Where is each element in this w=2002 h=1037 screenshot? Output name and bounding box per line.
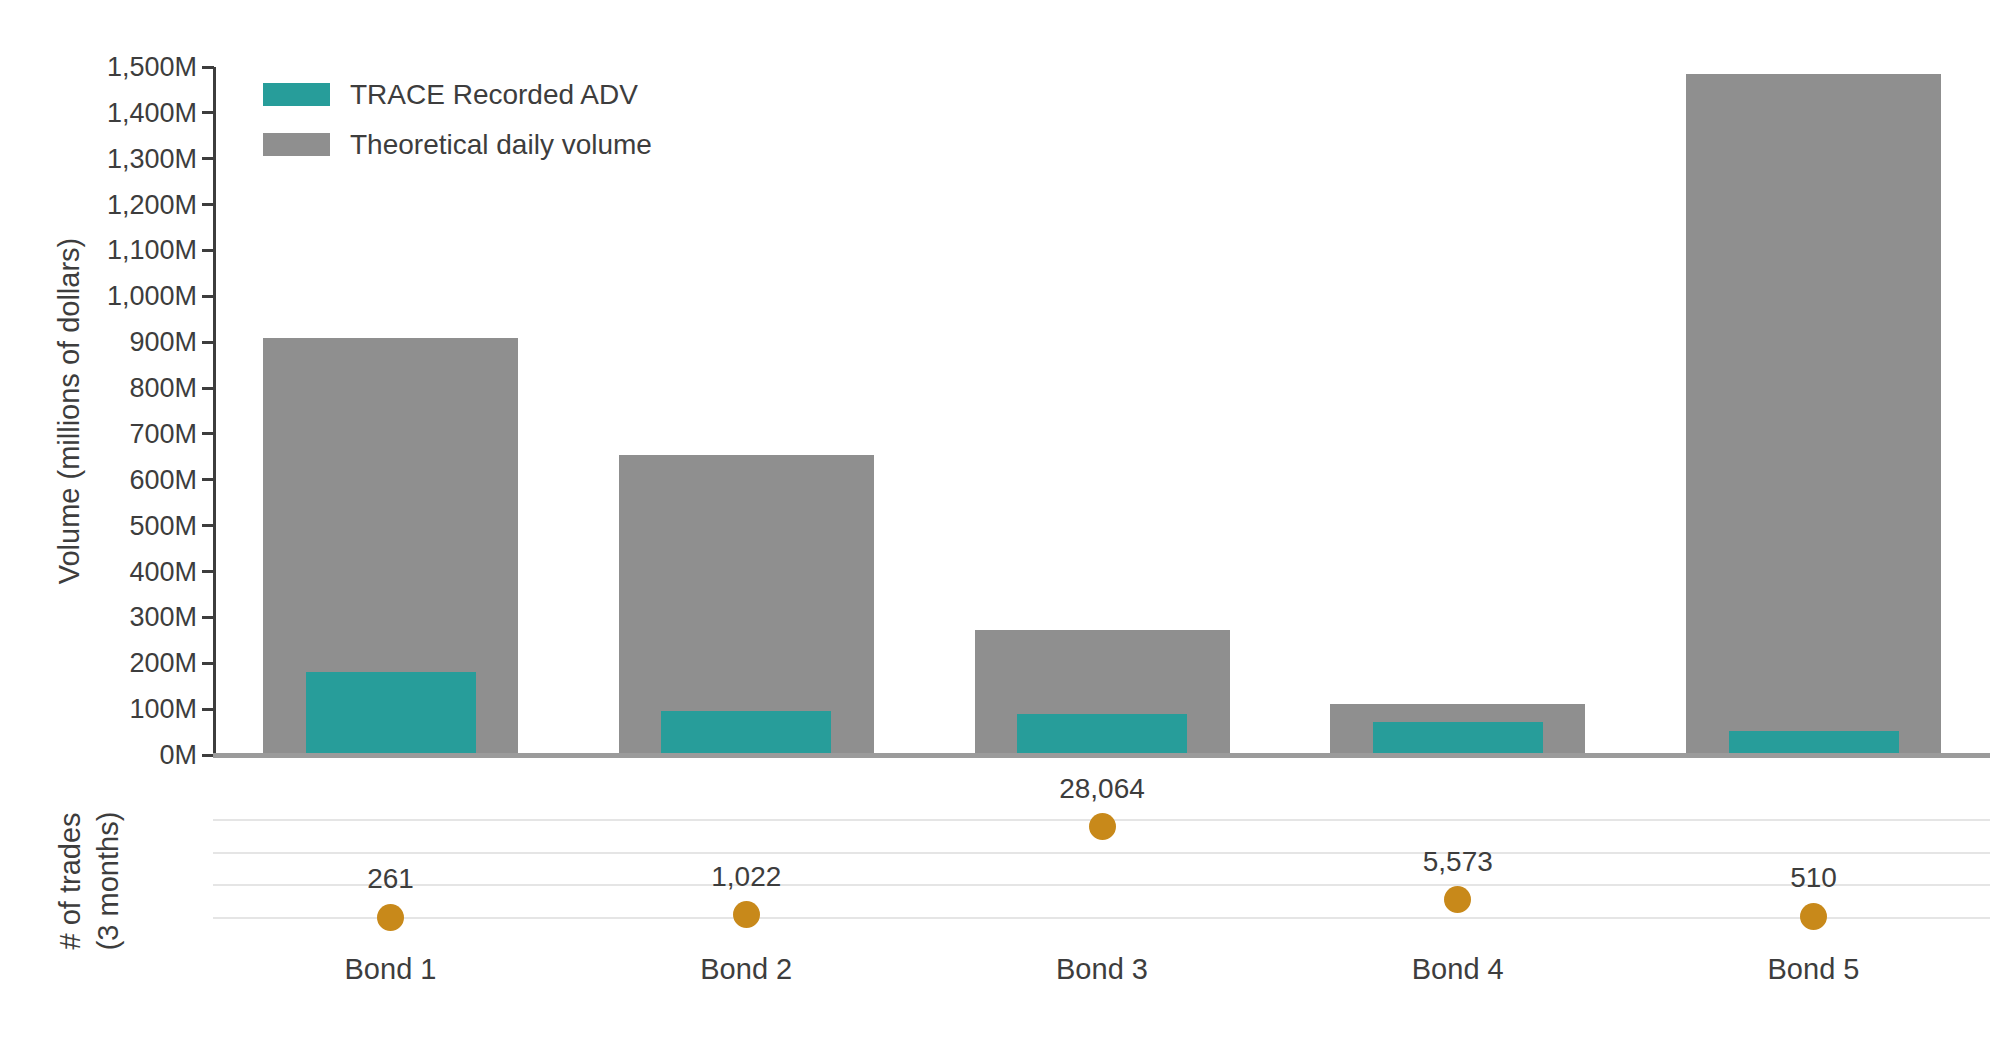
- category-label: Bond 4: [1358, 952, 1558, 986]
- trades-value-label: 1,022: [646, 861, 846, 893]
- y-tick-label: 800M: [0, 372, 197, 404]
- trades-gridline: [213, 917, 1990, 919]
- legend: TRACE Recorded ADV Theoretical daily vol…: [263, 83, 652, 183]
- y-axis-line: [213, 67, 216, 757]
- trades-dot: [1444, 886, 1471, 913]
- category-label: Bond 5: [1714, 952, 1914, 986]
- y-tick-label: 100M: [0, 693, 197, 725]
- legend-item-theoretical: Theoretical daily volume: [263, 133, 652, 156]
- y-tick-label: 1,000M: [0, 280, 197, 312]
- legend-label-theoretical: Theoretical daily volume: [350, 129, 652, 161]
- bar-trace-adv: [306, 672, 476, 755]
- y-tick-label: 0M: [0, 739, 197, 771]
- y-tick-label: 700M: [0, 418, 197, 450]
- trades-dot: [1089, 813, 1116, 840]
- trades-value-label: 261: [291, 863, 491, 895]
- legend-swatch-theoretical: [263, 133, 330, 156]
- x-axis-line: [213, 753, 1990, 758]
- bar-theoretical-volume: [1686, 74, 1941, 755]
- trades-value-label: 510: [1714, 862, 1914, 894]
- legend-item-trace-adv: TRACE Recorded ADV: [263, 83, 652, 106]
- bar-trace-adv: [1729, 731, 1899, 755]
- chart-page: Volume (millions of dollars) # of trades…: [0, 0, 2002, 1037]
- bar-trace-adv: [1373, 722, 1543, 755]
- y-tick-label: 500M: [0, 510, 197, 542]
- bar-trace-adv: [1017, 714, 1187, 755]
- bar-trace-adv: [661, 711, 831, 755]
- y-tick-label: 1,500M: [0, 51, 197, 83]
- y-tick-label: 1,100M: [0, 234, 197, 266]
- category-label: Bond 2: [646, 952, 846, 986]
- category-label: Bond 1: [291, 952, 491, 986]
- legend-swatch-trace-adv: [263, 83, 330, 106]
- trades-gridline: [213, 852, 1990, 854]
- trades-dot: [377, 904, 404, 931]
- category-label: Bond 3: [1002, 952, 1202, 986]
- y-tick-label: 1,400M: [0, 97, 197, 129]
- trades-value-label: 28,064: [1002, 773, 1202, 805]
- trades-dot: [733, 901, 760, 928]
- y-tick-label: 200M: [0, 647, 197, 679]
- y-tick-label: 400M: [0, 556, 197, 588]
- y-tick-label: 1,300M: [0, 143, 197, 175]
- y-tick-label: 1,200M: [0, 189, 197, 221]
- y-tick-label: 300M: [0, 601, 197, 633]
- y-tick-label: 900M: [0, 326, 197, 358]
- legend-label-trace-adv: TRACE Recorded ADV: [350, 79, 638, 111]
- y-tick-label: 600M: [0, 464, 197, 496]
- bar-theoretical-volume: [619, 455, 874, 755]
- trades-dot: [1800, 903, 1827, 930]
- trades-value-label: 5,573: [1358, 846, 1558, 878]
